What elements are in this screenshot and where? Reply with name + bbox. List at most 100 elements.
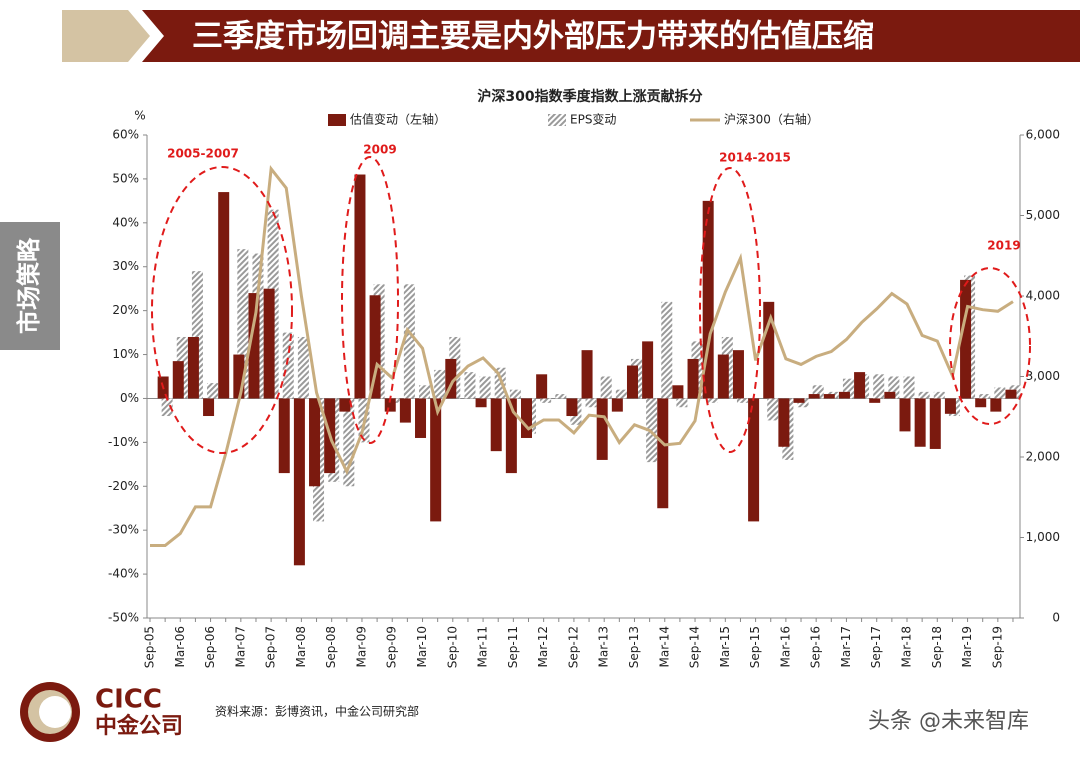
- y-tick-label: -20%: [108, 479, 139, 493]
- annotation-label: 2009: [363, 143, 396, 157]
- y2-tick-label: 6,000: [1026, 128, 1060, 142]
- annotation-label: 2014-2015: [719, 151, 791, 165]
- bar: [767, 398, 779, 421]
- annotation-ellipse: [151, 166, 293, 454]
- bar: [354, 174, 366, 399]
- bar: [1005, 389, 1017, 399]
- y2-tick-label: 2,000: [1026, 450, 1060, 464]
- bar: [854, 372, 866, 399]
- bar: [419, 385, 431, 399]
- bar: [793, 398, 805, 403]
- bar: [717, 354, 729, 399]
- bar: [732, 350, 744, 399]
- annotation-label: 2019: [987, 239, 1020, 253]
- bar: [884, 391, 896, 399]
- bar: [536, 374, 548, 399]
- bar: [687, 358, 699, 399]
- x-tick-label: Mar-10: [415, 626, 429, 667]
- x-tick-label: Mar-13: [597, 626, 611, 667]
- side-tab-label: 市场策略: [15, 237, 43, 334]
- x-tick-label: Sep-11: [506, 626, 520, 668]
- bar: [399, 398, 411, 423]
- bar: [430, 398, 442, 522]
- bar: [479, 376, 491, 399]
- bar: [384, 398, 396, 412]
- bar: [203, 398, 215, 417]
- x-tick-label: Sep-05: [143, 626, 157, 668]
- bar: [812, 385, 824, 399]
- bar: [343, 398, 355, 487]
- bar: [566, 398, 578, 417]
- x-tick-label: Sep-06: [203, 626, 217, 668]
- bar: [611, 398, 623, 412]
- chart-title: 沪深300指数季度指数上涨贡献拆分: [477, 88, 702, 105]
- bar: [233, 354, 245, 399]
- bar: [918, 391, 930, 399]
- x-tick-label: Sep-12: [566, 626, 580, 668]
- legend-label: 沪深300（右轴）: [724, 112, 819, 127]
- y-tick-label: 60%: [112, 128, 139, 142]
- bar: [521, 398, 532, 438]
- bar: [838, 391, 850, 399]
- bar: [994, 387, 1006, 399]
- x-tick-label: Mar-18: [900, 626, 914, 667]
- y-tick-label: 30%: [112, 259, 139, 273]
- y2-tick-label: 5,000: [1026, 208, 1060, 222]
- bar: [339, 398, 351, 412]
- bar: [445, 358, 457, 399]
- x-tick-label: Sep-15: [748, 626, 762, 668]
- bar: [434, 369, 446, 399]
- bar: [873, 374, 885, 399]
- x-tick-label: Mar-12: [536, 626, 550, 667]
- x-tick-label: Sep-17: [869, 626, 883, 668]
- bar: [975, 398, 987, 408]
- bar: [676, 398, 688, 408]
- bar: [944, 398, 956, 414]
- bar: [585, 398, 597, 408]
- x-tick-label: Mar-15: [718, 626, 732, 667]
- annotation-label: 2005-2007: [167, 147, 239, 161]
- x-tick-label: Mar-19: [960, 626, 974, 667]
- x-tick-label: Sep-07: [264, 626, 278, 668]
- bar: [475, 398, 487, 408]
- bar: [763, 301, 775, 399]
- y-tick-label: -10%: [108, 435, 139, 449]
- x-tick-label: Mar-08: [294, 626, 308, 667]
- bar: [823, 394, 835, 399]
- x-tick-label: Mar-11: [476, 626, 490, 667]
- side-tab: [0, 222, 60, 350]
- bar: [990, 398, 1002, 412]
- y-tick-label: -40%: [108, 567, 139, 581]
- y-tick-label: -50%: [108, 611, 139, 625]
- watermark: 头条 @未来智库: [868, 709, 1029, 734]
- bar: [403, 284, 415, 399]
- bar: [369, 295, 381, 399]
- source-note: 资料来源：彭博资讯，中金公司研究部: [215, 704, 419, 719]
- bar: [661, 301, 673, 399]
- y2-tick-label: 1,000: [1026, 530, 1060, 544]
- y2-tick-label: 3,000: [1026, 369, 1060, 383]
- x-tick-label: Sep-18: [930, 626, 944, 668]
- bar: [464, 372, 476, 399]
- bar: [903, 376, 915, 399]
- bar: [626, 365, 638, 399]
- legend-label: EPS变动: [570, 112, 616, 127]
- x-tick-label: Mar-14: [657, 626, 671, 667]
- x-tick-label: Mar-06: [173, 626, 187, 667]
- bar: [888, 376, 900, 399]
- line-series: [150, 164, 1014, 548]
- logo-inner: [39, 696, 71, 728]
- y-tick-label: 20%: [112, 303, 139, 317]
- bar: [263, 288, 275, 399]
- bar: [415, 398, 427, 438]
- bar: [237, 249, 249, 399]
- bar: [309, 398, 321, 487]
- annotation-ellipse: [699, 167, 761, 453]
- bar: [218, 192, 230, 399]
- x-tick-label: Sep-14: [688, 626, 702, 668]
- bar: [842, 378, 854, 399]
- bar: [929, 398, 941, 449]
- bar: [914, 398, 926, 447]
- legend-label: 估值变动（左轴）: [350, 112, 446, 127]
- x-tick-label: Mar-17: [839, 626, 853, 667]
